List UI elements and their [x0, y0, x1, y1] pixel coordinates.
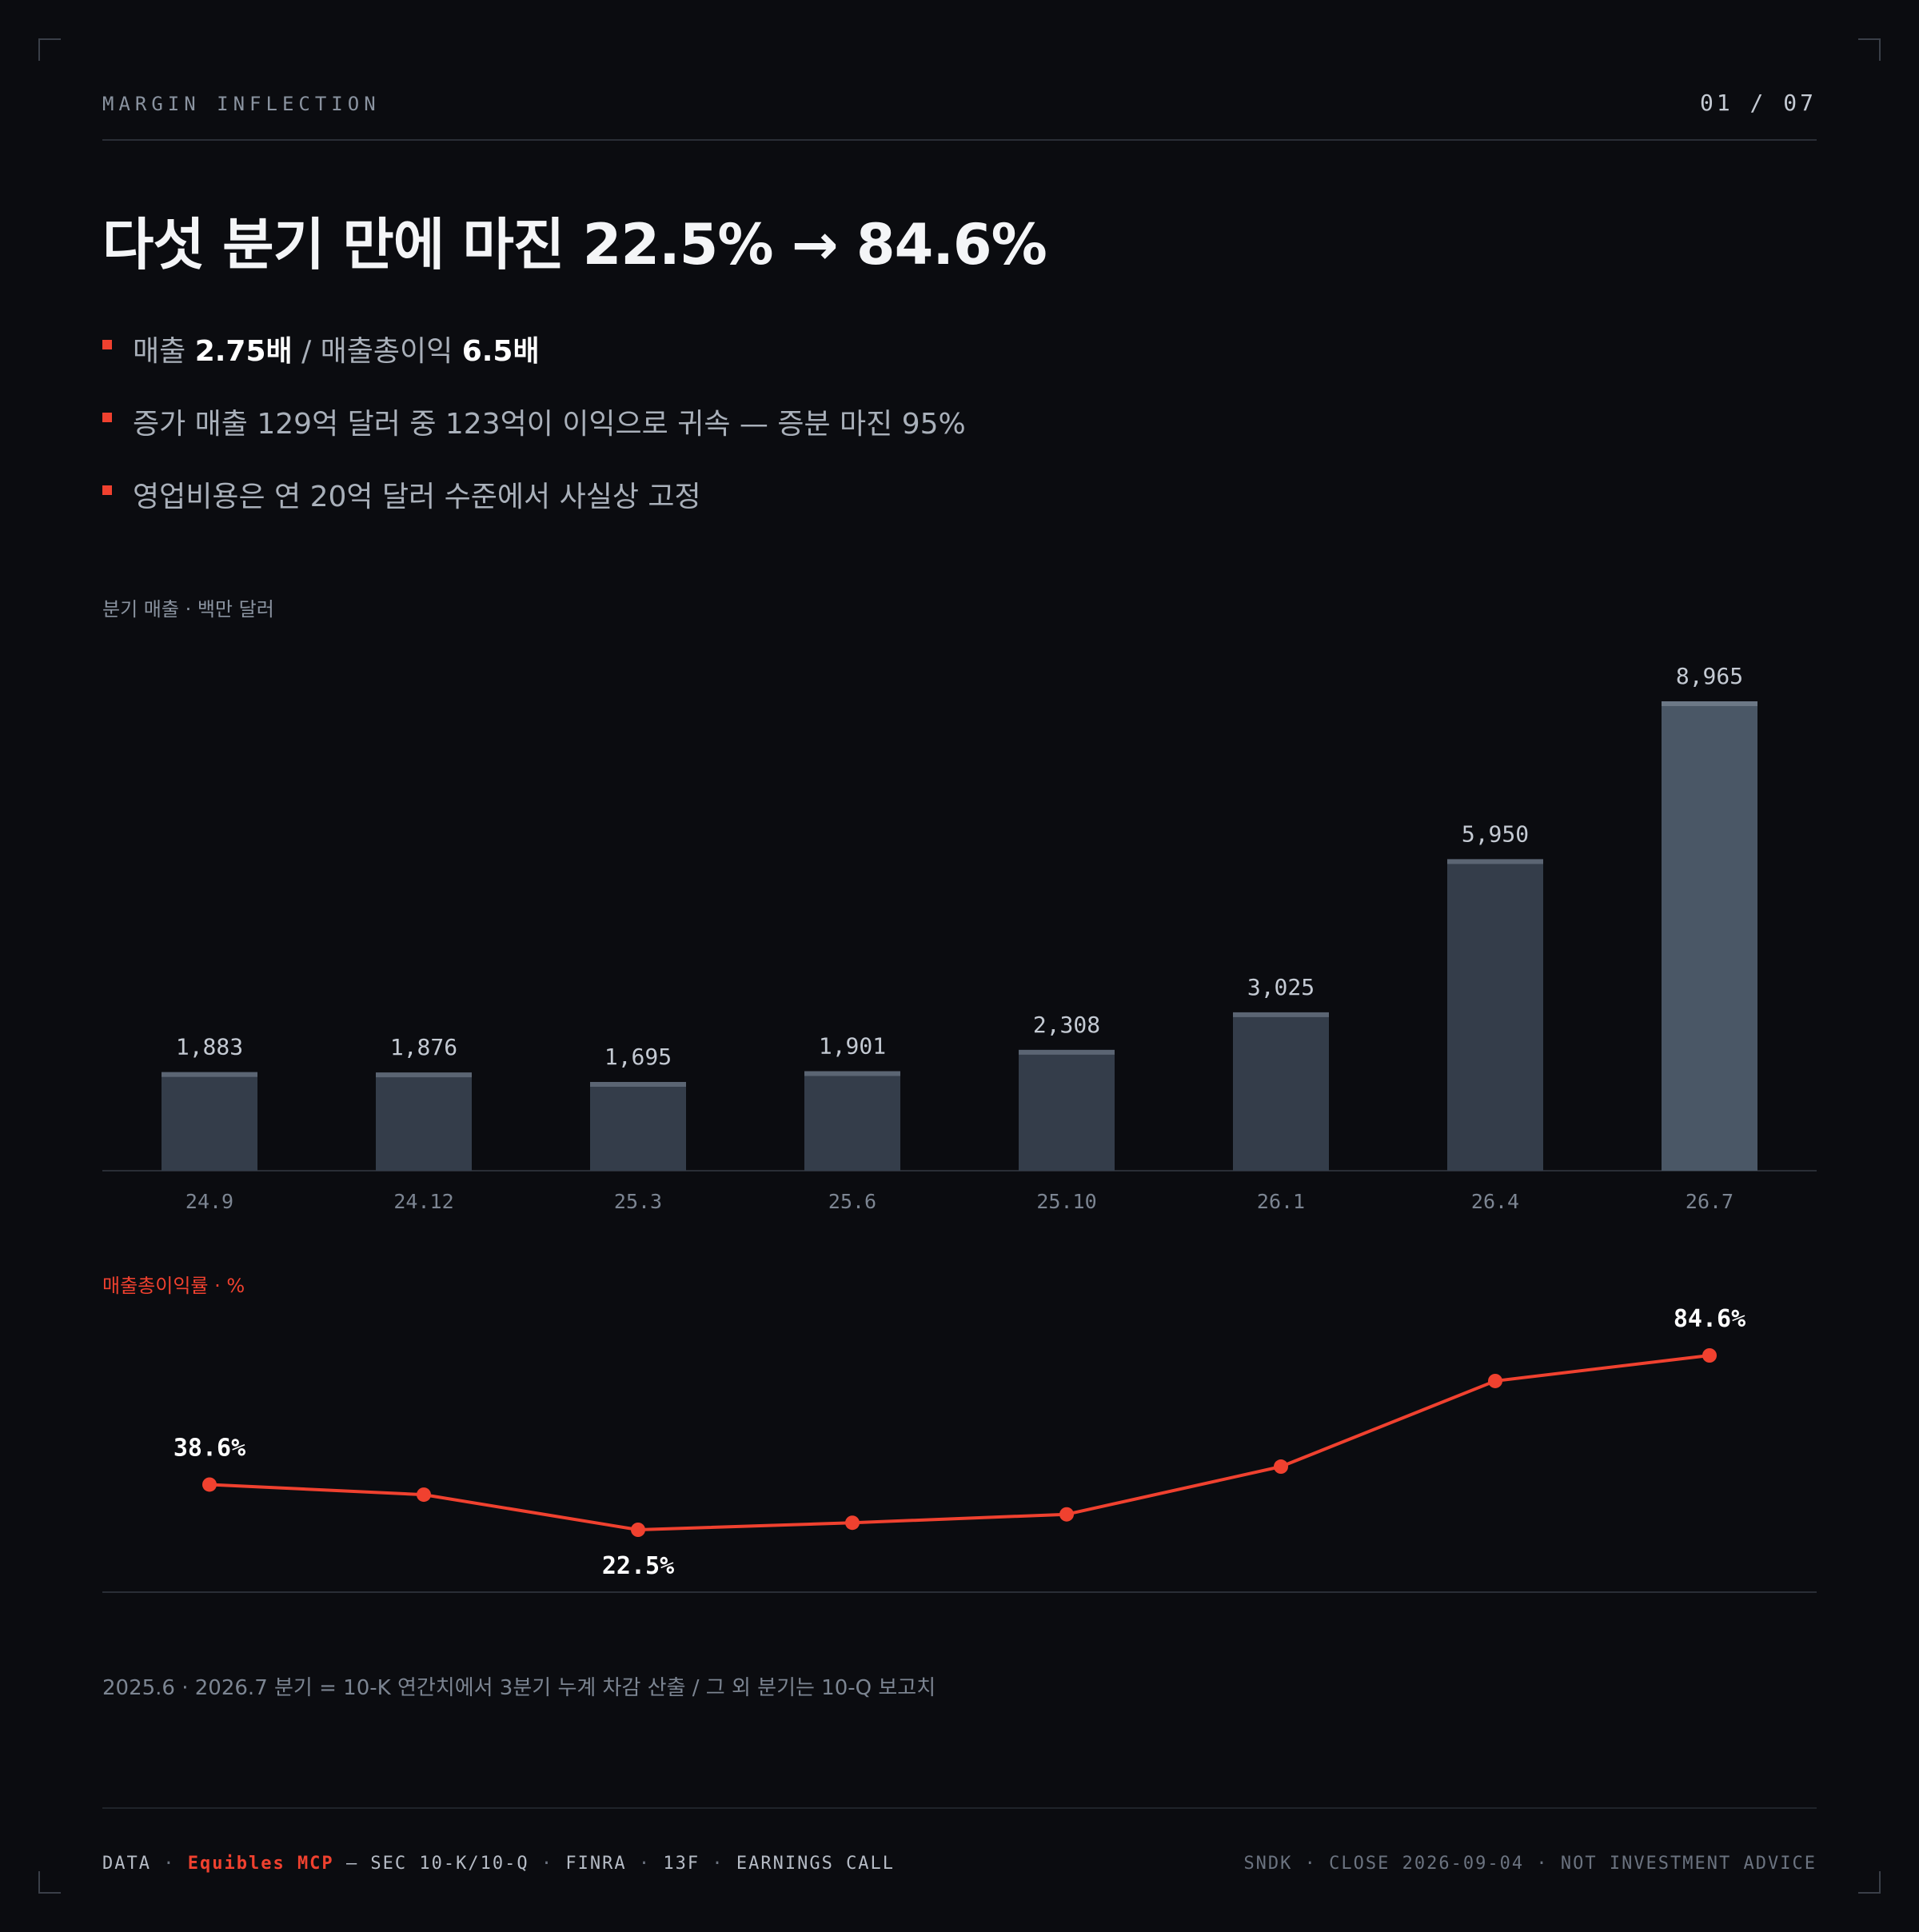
footer-right-item: SNDK [1243, 1854, 1293, 1874]
revenue-bar-cap [1447, 859, 1543, 864]
footer-separator: · [626, 1854, 664, 1874]
revenue-chart-label: 분기 매출 · 백만 달러 [102, 598, 274, 621]
revenue-value-label: 2,308 [1033, 1012, 1100, 1038]
page-title: 다섯 분기 만에 마진 22.5% → 84.6% [102, 212, 1047, 277]
revenue-bar-cap [590, 1082, 686, 1088]
section-kicker: MARGIN INFLECTION [102, 93, 381, 115]
footer-data-prefix: DATA [102, 1854, 151, 1874]
footer-right-item: CLOSE 2026-09-04 [1329, 1854, 1525, 1874]
revenue-value-label: 3,025 [1247, 974, 1315, 1000]
footer-separator: · [1524, 1854, 1561, 1874]
revenue-bar [162, 1072, 257, 1171]
footer: DATA · Equibles MCP — SEC 10-K/10-Q · FI… [102, 1807, 1817, 1874]
margin-series-line [209, 1354, 1710, 1531]
quarter-tick-label: 26.4 [1471, 1190, 1519, 1213]
corner-mark [1858, 38, 1881, 61]
margin-value-label: 22.5% [602, 1552, 674, 1580]
revenue-value-label: 5,950 [1462, 820, 1529, 847]
corner-mark [1858, 1871, 1881, 1894]
page-indicator: 01 / 07 [1699, 90, 1817, 116]
footer-source-item: 13F [663, 1854, 700, 1874]
revenue-bar [1447, 859, 1543, 1171]
footer-right-item: NOT INVESTMENT ADVICE [1560, 1854, 1817, 1874]
footer-separator: · [529, 1854, 566, 1874]
margin-data-point [845, 1515, 860, 1531]
quarter-tick-label: 26.7 [1686, 1190, 1733, 1213]
key-point-text: 영업비용은 연 20억 달러 수준에서 사실상 고정 [133, 481, 701, 513]
footer-separator: · [150, 1854, 188, 1874]
margin-value-label: 84.6% [1674, 1305, 1745, 1333]
revenue-value-label: 1,695 [604, 1044, 672, 1070]
margin-data-point [631, 1523, 645, 1537]
margin-chart-label: 매출총이익률 · % [102, 1275, 245, 1297]
key-point-text: 증가 매출 129억 달러 중 123억이 이익으로 귀속 — 증분 마진 95… [133, 408, 966, 441]
revenue-bar [1019, 1049, 1115, 1171]
margin-data-point [1059, 1507, 1074, 1522]
revenue-bar-cap [804, 1071, 900, 1076]
quarter-tick-label: 26.1 [1257, 1190, 1305, 1213]
revenue-bar-cap [1233, 1012, 1329, 1017]
revenue-value-label: 1,876 [390, 1034, 457, 1060]
bullet-square-icon [102, 413, 112, 422]
revenue-bar-cap [376, 1072, 472, 1078]
revenue-bar [376, 1072, 472, 1171]
quarter-tick-label: 25.3 [614, 1190, 662, 1213]
revenue-value-label: 1,901 [819, 1033, 886, 1060]
footer-separator: · [1292, 1854, 1330, 1874]
key-point-item: 매출 2.75배 / 매출총이익 6.5배 [102, 328, 966, 401]
quarter-tick-label: 25.6 [828, 1190, 876, 1213]
footer-source-name: Equibles MCP [187, 1854, 334, 1874]
footer-source-item: — SEC 10-K/10-Q [345, 1854, 529, 1874]
quarter-tick-label: 24.12 [393, 1190, 453, 1213]
revenue-bar [1233, 1012, 1329, 1171]
key-point-item: 영업비용은 연 20억 달러 수준에서 사실상 고정 [102, 473, 966, 546]
footer-source-item: FINRA [565, 1854, 627, 1874]
revenue-bar [804, 1071, 900, 1171]
quarter-tick-label: 25.10 [1036, 1190, 1096, 1213]
slide-header: MARGIN INFLECTION 01 / 07 [102, 90, 1817, 141]
margin-data-point [417, 1487, 431, 1503]
corner-mark [38, 38, 61, 61]
revenue-value-label: 1,883 [176, 1034, 243, 1060]
footer-disclaimer: SNDK · CLOSE 2026-09-04 · NOT INVESTMENT… [1243, 1854, 1817, 1874]
margin-data-point [202, 1477, 217, 1492]
charts-canvas: 1,883 24.9 1,876 24.12 1,695 25.3 1,901 25.6 2,3… [102, 663, 1817, 1593]
margin-value-label: 38.6% [174, 1434, 245, 1462]
margin-data-point [1702, 1348, 1717, 1363]
footer-separator: · [700, 1854, 736, 1874]
key-point-text: / 매출총이익 [292, 335, 462, 368]
footer-source-item: EARNINGS CALL [736, 1854, 896, 1874]
key-point-emphasis: 2.75배 [194, 335, 293, 368]
bullet-square-icon [102, 485, 112, 495]
revenue-bar [590, 1082, 686, 1171]
key-point-item: 증가 매출 129억 달러 중 123억이 이익으로 귀속 — 증분 마진 95… [102, 401, 966, 473]
bullet-square-icon [102, 340, 112, 349]
revenue-bar-cap [1019, 1049, 1115, 1055]
footer-sources: DATA · Equibles MCP — SEC 10-K/10-Q · FI… [102, 1854, 895, 1874]
methodology-note: 2025.6 · 2026.7 분기 = 10-K 연간치에서 3분기 누계 차… [102, 1676, 936, 1700]
key-point-emphasis: 6.5배 [461, 335, 540, 368]
margin-data-point [1488, 1373, 1502, 1388]
footer-separator [334, 1854, 346, 1874]
corner-mark [38, 1871, 61, 1894]
key-point-text: 매출 [133, 335, 195, 368]
revenue-bar-cap [1662, 701, 1757, 706]
quarter-tick-label: 24.9 [186, 1190, 233, 1213]
margin-data-point [1274, 1459, 1288, 1475]
revenue-bar-cap [162, 1072, 257, 1077]
revenue-value-label: 8,965 [1676, 663, 1743, 689]
revenue-bar [1662, 701, 1757, 1171]
